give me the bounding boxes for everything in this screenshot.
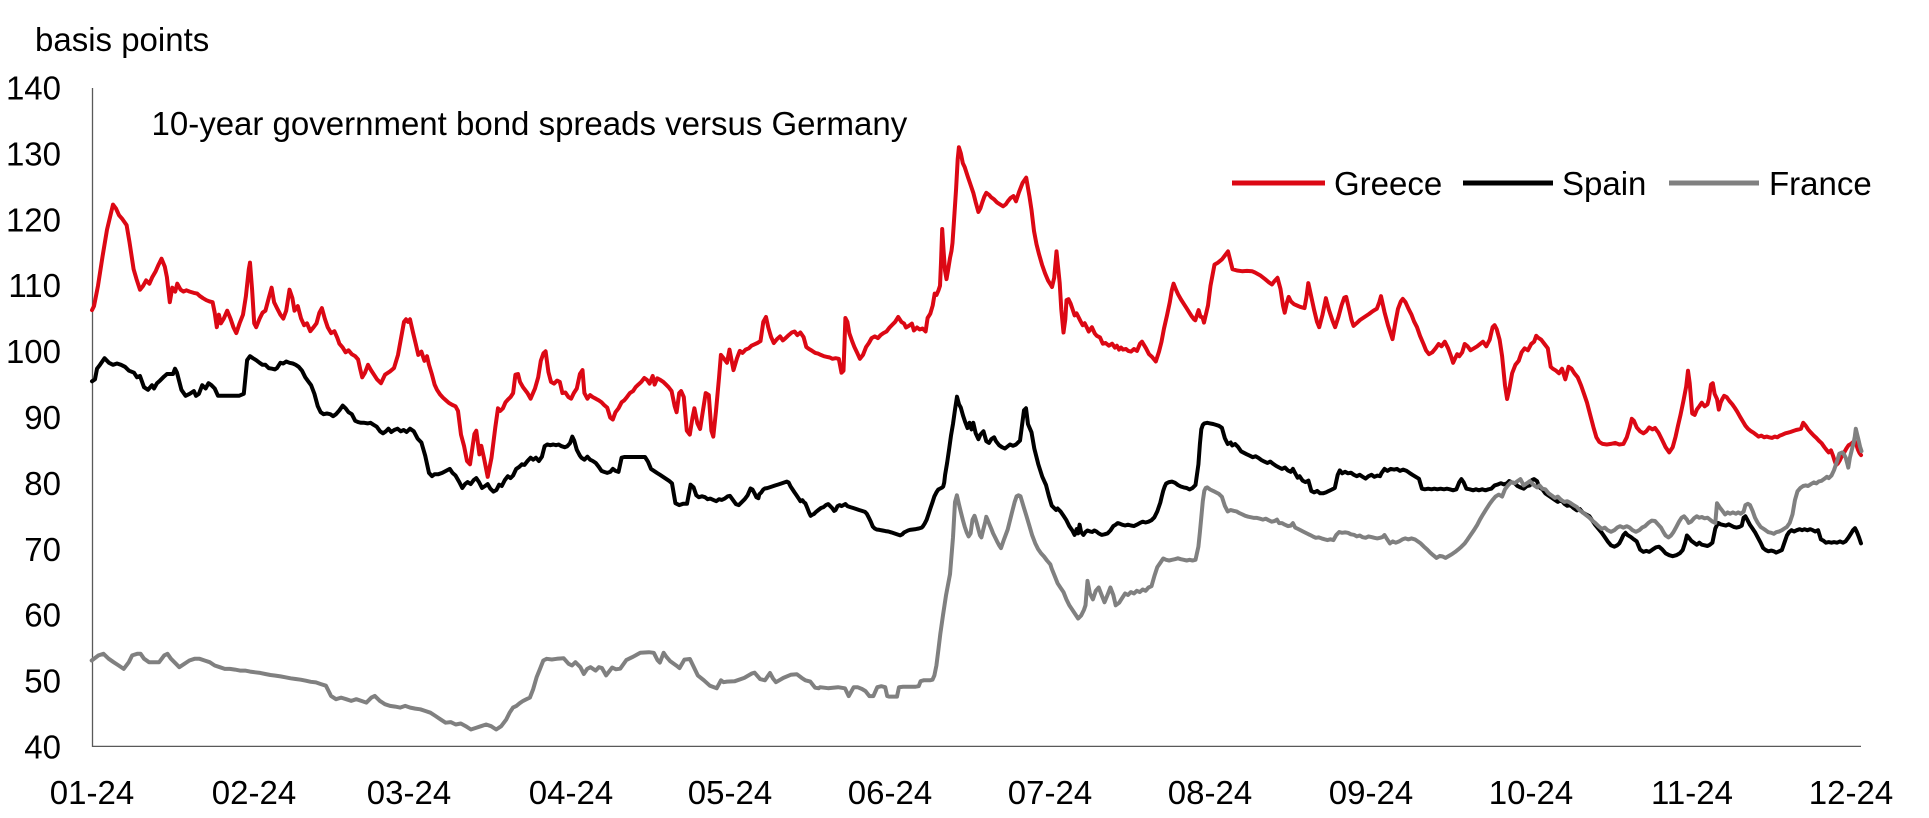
svg-text:70: 70 bbox=[24, 531, 61, 568]
svg-text:60: 60 bbox=[24, 597, 61, 634]
svg-text:10-24: 10-24 bbox=[1489, 774, 1573, 811]
svg-text:140: 140 bbox=[6, 70, 61, 107]
svg-text:France: France bbox=[1769, 165, 1872, 202]
svg-text:11-24: 11-24 bbox=[1651, 774, 1733, 811]
svg-text:07-24: 07-24 bbox=[1008, 774, 1092, 811]
svg-text:01-24: 01-24 bbox=[50, 774, 134, 811]
svg-text:80: 80 bbox=[24, 465, 61, 502]
svg-text:130: 130 bbox=[6, 135, 61, 172]
svg-text:05-24: 05-24 bbox=[688, 774, 772, 811]
svg-text:04-24: 04-24 bbox=[529, 774, 613, 811]
svg-text:09-24: 09-24 bbox=[1329, 774, 1413, 811]
svg-text:50: 50 bbox=[24, 663, 61, 700]
svg-text:basis points: basis points bbox=[35, 21, 209, 58]
svg-text:12-24: 12-24 bbox=[1809, 774, 1893, 811]
svg-text:02-24: 02-24 bbox=[212, 774, 296, 811]
svg-text:06-24: 06-24 bbox=[848, 774, 932, 811]
svg-text:10-year government bond spread: 10-year government bond spreads versus G… bbox=[152, 105, 908, 142]
svg-text:120: 120 bbox=[6, 201, 61, 238]
svg-text:08-24: 08-24 bbox=[1168, 774, 1252, 811]
svg-text:03-24: 03-24 bbox=[367, 774, 451, 811]
svg-text:110: 110 bbox=[8, 267, 61, 304]
svg-text:Greece: Greece bbox=[1334, 165, 1442, 202]
svg-text:90: 90 bbox=[24, 399, 61, 436]
svg-text:40: 40 bbox=[24, 729, 61, 766]
svg-text:100: 100 bbox=[6, 333, 61, 370]
svg-text:Spain: Spain bbox=[1562, 165, 1646, 202]
